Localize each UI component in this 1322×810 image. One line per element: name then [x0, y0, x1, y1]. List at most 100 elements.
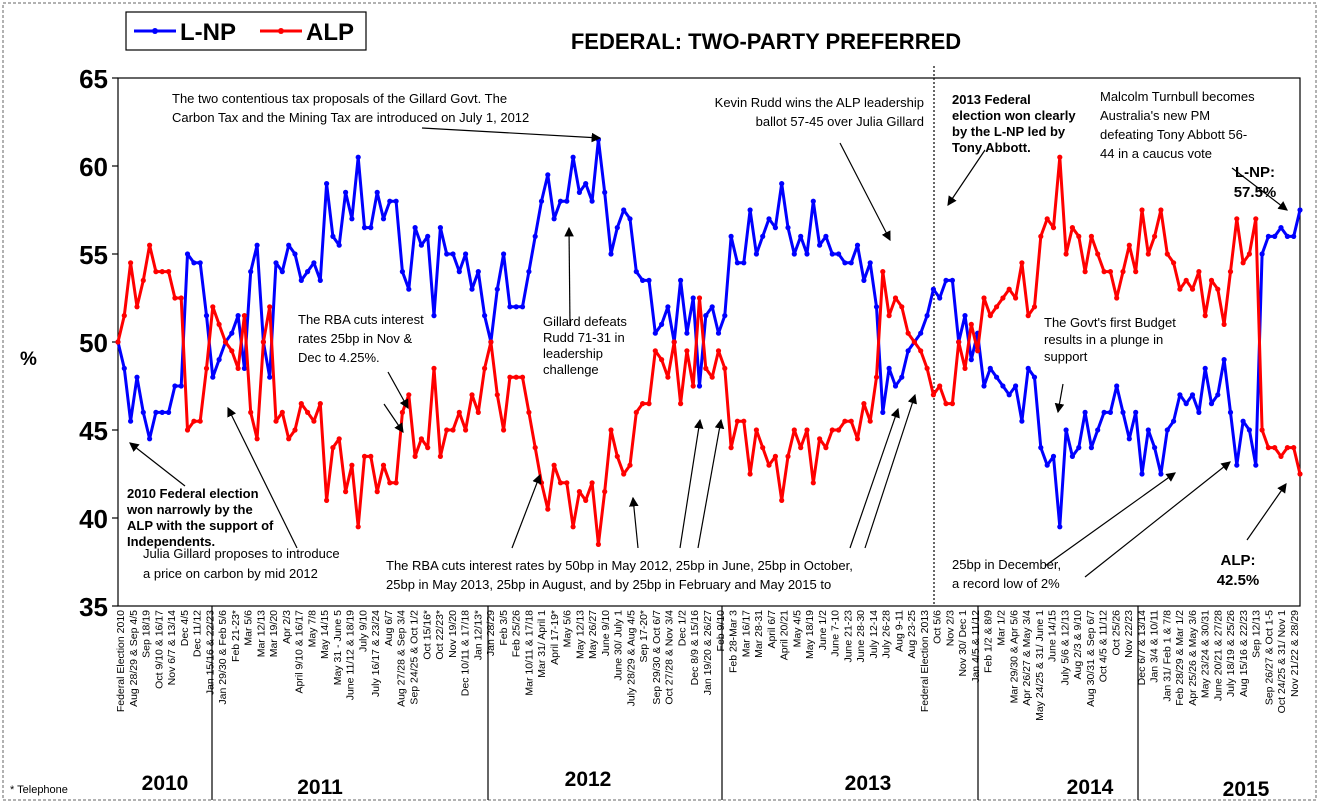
data-point-lnp [627, 216, 633, 222]
data-point-alp [425, 445, 431, 451]
data-point-lnp [305, 269, 311, 275]
data-point-lnp [842, 260, 848, 266]
data-point-alp [273, 418, 279, 424]
x-tick-label: Aug 9-11 [893, 610, 905, 652]
data-point-alp [482, 365, 488, 371]
data-point-alp [229, 348, 235, 354]
data-point-lnp [892, 383, 899, 389]
end-label-alp: ALP: [1221, 552, 1256, 569]
data-point-lnp [1196, 409, 1202, 415]
y-tick-label: 35 [79, 592, 108, 622]
data-point-alp [1177, 286, 1183, 292]
data-point-lnp [361, 225, 368, 231]
annotation-text: The two contentious tax proposals of the… [172, 91, 507, 106]
series-lines [115, 137, 1303, 548]
data-point-lnp [728, 233, 734, 239]
annotation-text: The Govt's first Budget [1044, 315, 1176, 330]
data-point-lnp [753, 251, 760, 257]
x-tick-label: Aug 2/3 & 9/10 [1072, 610, 1084, 680]
data-point-alp [589, 480, 595, 486]
data-point-alp [1265, 445, 1271, 451]
x-tick-label: June 14/15 [1047, 610, 1059, 662]
data-point-alp [1189, 286, 1196, 292]
data-point-lnp [178, 383, 184, 389]
x-tick-label: Apr 2/3 [281, 610, 293, 644]
data-point-lnp [1145, 427, 1151, 433]
annotation-text: Julia Gillard proposes to introduce [143, 546, 340, 561]
data-point-lnp [1082, 409, 1088, 415]
x-tick-label: May 14/15 [319, 610, 331, 659]
legend-marker-alp [278, 28, 284, 34]
data-point-lnp [867, 260, 873, 266]
x-tick-label: July 12-14 [868, 610, 880, 659]
data-point-lnp [640, 277, 646, 283]
data-point-alp [937, 383, 943, 389]
x-tick-label: June 21-23 [842, 610, 854, 663]
data-point-alp [564, 480, 570, 486]
data-point-lnp [1240, 418, 1246, 424]
data-point-lnp [614, 225, 620, 231]
data-point-alp [570, 524, 576, 530]
data-point-alp [1145, 251, 1151, 257]
data-point-lnp [355, 154, 361, 160]
y-tick-label: 50 [79, 328, 108, 358]
x-tick-label: June 11/12 & 18/19 [345, 610, 357, 700]
data-point-lnp [1164, 427, 1170, 433]
data-point-lnp [949, 277, 956, 283]
data-point-alp [1088, 233, 1094, 239]
data-point-lnp [380, 216, 387, 222]
data-point-lnp [1183, 401, 1189, 407]
data-point-lnp [696, 383, 703, 389]
data-point-lnp [665, 304, 671, 310]
data-point-lnp [709, 304, 715, 310]
data-point-lnp [583, 181, 589, 187]
data-point-alp [1082, 269, 1088, 275]
data-point-lnp [425, 233, 431, 239]
data-point-alp [621, 471, 627, 477]
data-point-alp [128, 260, 134, 266]
data-point-alp [747, 471, 753, 477]
data-point-alp [1240, 260, 1246, 266]
data-point-lnp [564, 198, 570, 204]
data-point-alp [551, 462, 557, 468]
legend-label-alp: ALP [306, 19, 354, 46]
end-label-lnp: L-NP: [1235, 164, 1275, 181]
annotation-arrow [839, 142, 891, 242]
data-point-alp [286, 436, 292, 442]
x-tick-label: Jan 12/13* [472, 610, 484, 660]
data-point-lnp [1278, 225, 1284, 231]
data-point-alp [380, 462, 387, 468]
annotation-text: 25bp in December, [952, 557, 1061, 572]
data-point-lnp [659, 321, 665, 327]
data-point-lnp [184, 251, 191, 257]
data-point-lnp [715, 330, 722, 336]
data-point-alp [728, 445, 734, 451]
data-point-alp [1057, 154, 1063, 160]
data-point-alp [393, 480, 399, 486]
data-point-alp [1202, 313, 1208, 319]
data-point-lnp [886, 365, 892, 371]
data-point-lnp [1259, 251, 1265, 257]
data-point-alp [741, 418, 747, 424]
data-point-alp [722, 365, 728, 371]
annotation-arrow [227, 406, 298, 549]
x-tick-label: May 7/8 [306, 610, 318, 648]
data-point-lnp [298, 277, 304, 283]
data-point-alp [267, 304, 273, 310]
data-point-alp [298, 401, 304, 407]
x-tick-label: Oct 9/10 & 16/17 [153, 610, 165, 689]
data-point-alp [463, 427, 469, 433]
data-point-alp [538, 480, 545, 486]
data-point-lnp [1291, 233, 1297, 239]
data-point-alp [659, 357, 665, 363]
data-point-alp [583, 497, 589, 503]
annotation-text: Kevin Rudd wins the ALP leadership [715, 95, 924, 110]
data-point-lnp [1227, 409, 1234, 415]
x-tick-label: Mar 1/2 [996, 610, 1008, 646]
data-point-lnp [1152, 445, 1158, 451]
annotation-text: won narrowly by the [126, 502, 253, 517]
x-tick-label: Mar 10/11 & 17/18 [523, 610, 535, 696]
data-point-lnp [747, 207, 753, 213]
data-point-alp [387, 480, 393, 486]
